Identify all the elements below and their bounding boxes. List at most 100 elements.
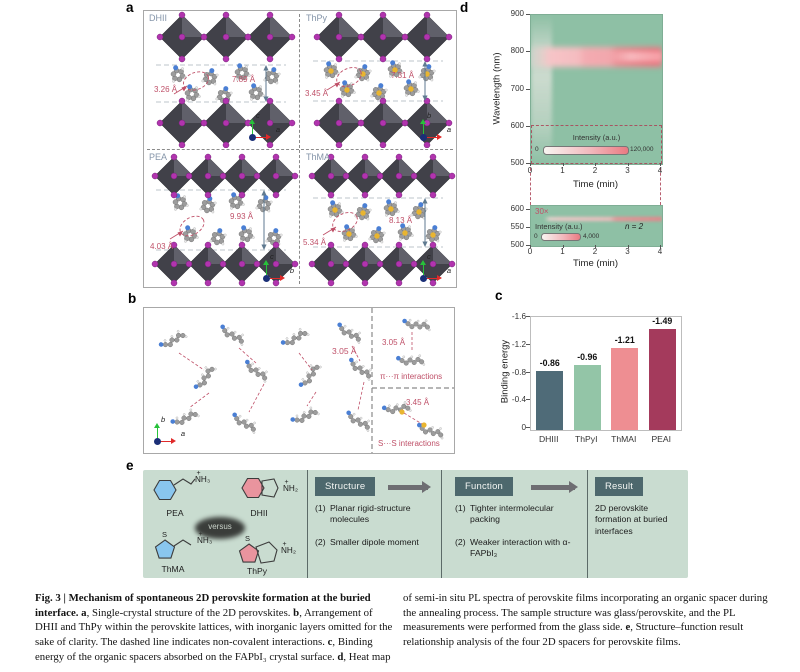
charge-label: + [282,540,287,548]
charge-label: + [284,478,289,486]
red-axis-arrow [269,275,285,282]
red-axis-arrow [426,275,442,282]
quadrant-pea: PEA 4.03 Å 9.93 Å c b [144,150,299,287]
quadrant-thpy: ThPy 3.45 Å 7.31 Å b a [301,11,456,148]
n2-region-highlight-box [531,125,662,164]
green-axis-arrow [249,119,255,135]
dhii-crystal-drawing [156,11,296,148]
axis-h-label: a [275,125,280,134]
thma-name: ThMA [161,564,185,574]
magnification-note: 30× [535,207,549,216]
caption-left-column: Fig. 3 | Mechanism of spontaneous 2D per… [35,591,397,664]
axis-h-label: a [446,266,451,275]
n2-emission-band [531,216,662,222]
binding-energy-bar-chart: -0.86 -0.96 -1.21 -1.49 [530,316,682,431]
dhii-amine-label: + NH₂ [283,478,299,494]
axis-v-label: b [427,111,432,120]
structure-item-2: (2) Smaller dipole moment [315,536,419,547]
ytick-mark [526,14,530,15]
red-axis-arrow [255,134,271,141]
structure-to-function-arrow [388,481,431,493]
bar-category-label: DHIII [538,434,559,444]
axis-triad: b a [420,111,451,141]
quadrant-name: DHII [149,13,167,23]
caption-segment: , Arrangement of DHII and ThPy within th… [35,606,393,649]
xtick-label: 1 [560,247,565,256]
svg-text:S: S [245,534,250,543]
ytick-mark [526,208,530,210]
ytick-mark [526,125,530,127]
xtick-mark [627,163,629,166]
caption-segment: c [327,636,333,649]
pi-distance-label: 3.45 Å [305,89,329,98]
xtick-label: 3 [625,247,630,256]
xtick-mark [595,163,596,166]
ytick-label: -1.6 [511,312,526,321]
wavelength-axis-label: Wavelength (nm) [491,52,503,125]
bar-DHIII [536,371,564,430]
panel-b-molecular-packing: 3.05 Å 3.05 Å π···π interactions 3.45 Å … [143,307,455,454]
pi-distance-label: 5.34 Å [303,238,327,247]
caption-segment: e [625,621,631,634]
axis-triad: c b [263,252,294,282]
inset-pi-distance: 3.05 Å [382,338,406,347]
ytick-mark [526,427,530,428]
ytick-mark [526,343,530,345]
function-item-1: (1) Tighter intermolecular packing [455,503,554,525]
xtick-label: 1 [560,166,565,175]
quadrant-name: ThMA [306,152,331,162]
pl-emission-band-core [531,52,662,61]
xtick-label: 0 [527,166,533,175]
axis-triad: c a [420,252,451,282]
pi-distance-label: 3.26 Å [154,85,178,94]
pea-name: PEA [166,508,184,518]
structure-function-result-diagram: SS +NH₃ +NH₂ +NH₃ +NH₂ PEA DHII ThMA ThP… [143,470,688,578]
thpy-name: ThPy [246,566,268,576]
caption-segment: , Single-crystal structure of the 2D per… [86,606,294,619]
ytick-label: 700 [510,83,524,93]
xtick-mark [660,245,661,248]
red-axis-arrow [160,438,176,445]
bar-value-label: -0.86 [539,358,560,369]
axis-h-label: a [180,429,185,438]
colorbar [543,146,629,155]
xtick-mark [530,245,531,248]
column-divider [307,470,308,578]
main-distance-label: 3.05 Å [332,346,357,356]
quadrant-divider-horizontal [147,149,453,150]
result-items: 2D perovskite formation at buried interf… [595,503,677,548]
ytick-label: -1.2 [511,339,526,349]
ytick-mark [526,88,530,90]
bar-value-label: -0.96 [577,351,598,362]
pi-pi-interactions-caption: π···π interactions [380,372,443,381]
xtick-label: 3 [625,166,630,175]
panel-b-label: b [128,291,137,306]
ytick-label: 600 [510,120,524,130]
xtick-label: 4 [657,166,663,175]
xtick-mark [627,245,629,248]
xtick-mark [595,245,596,248]
axis-v-label: c [427,252,431,261]
colorbar-label: Intensity (a.u.) [572,133,621,142]
ytick-label: 550 [510,221,524,231]
quadrant-name: PEA [149,152,168,162]
axis-v-label: c [256,111,260,120]
zoom-connector-left [530,163,531,205]
layer-distance-label: 8.13 Å [389,216,413,225]
inset-ss-distance: 3.45 Å [406,398,430,407]
xtick-label: 2 [592,166,598,175]
colorbar-min: 0 [534,233,538,240]
bar-PEAI [648,328,676,430]
layer-distance-label: 7.89 Å [232,75,256,84]
quadrant-dhii: DHII 3.26 Å 7.89 Å c a [144,11,299,148]
bar-ThMAI [611,347,639,430]
pl-heatmap-zoomed-n2: 30× Intensity (a.u.) n = 2 0 4,000 [530,205,663,247]
ytick-mark [526,245,530,246]
red-axis-arrow [426,134,442,141]
thpy-amine-label: + NH₂ [281,540,297,556]
xtick-mark [562,245,564,248]
green-axis-arrow [420,119,426,135]
ytick-label: 0 [521,423,526,432]
ytick-mark [526,316,530,317]
axis-triad: b a [154,415,185,445]
